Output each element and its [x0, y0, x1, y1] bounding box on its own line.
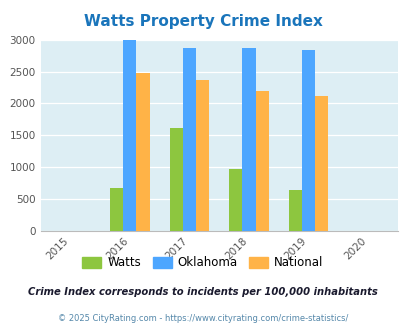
Bar	[242, 48, 255, 231]
Legend: Watts, Oklahoma, National: Watts, Oklahoma, National	[77, 252, 328, 274]
Bar	[255, 91, 268, 231]
Bar	[136, 73, 149, 231]
Bar	[183, 48, 196, 231]
Bar	[123, 40, 136, 231]
Bar	[169, 128, 183, 231]
Bar	[288, 189, 301, 231]
Text: Watts Property Crime Index: Watts Property Crime Index	[83, 14, 322, 29]
Text: © 2025 CityRating.com - https://www.cityrating.com/crime-statistics/: © 2025 CityRating.com - https://www.city…	[58, 314, 347, 323]
Bar	[301, 50, 314, 231]
Bar	[229, 169, 242, 231]
Bar	[196, 80, 209, 231]
Text: Crime Index corresponds to incidents per 100,000 inhabitants: Crime Index corresponds to incidents per…	[28, 287, 377, 297]
Bar	[314, 96, 327, 231]
Bar	[110, 188, 123, 231]
